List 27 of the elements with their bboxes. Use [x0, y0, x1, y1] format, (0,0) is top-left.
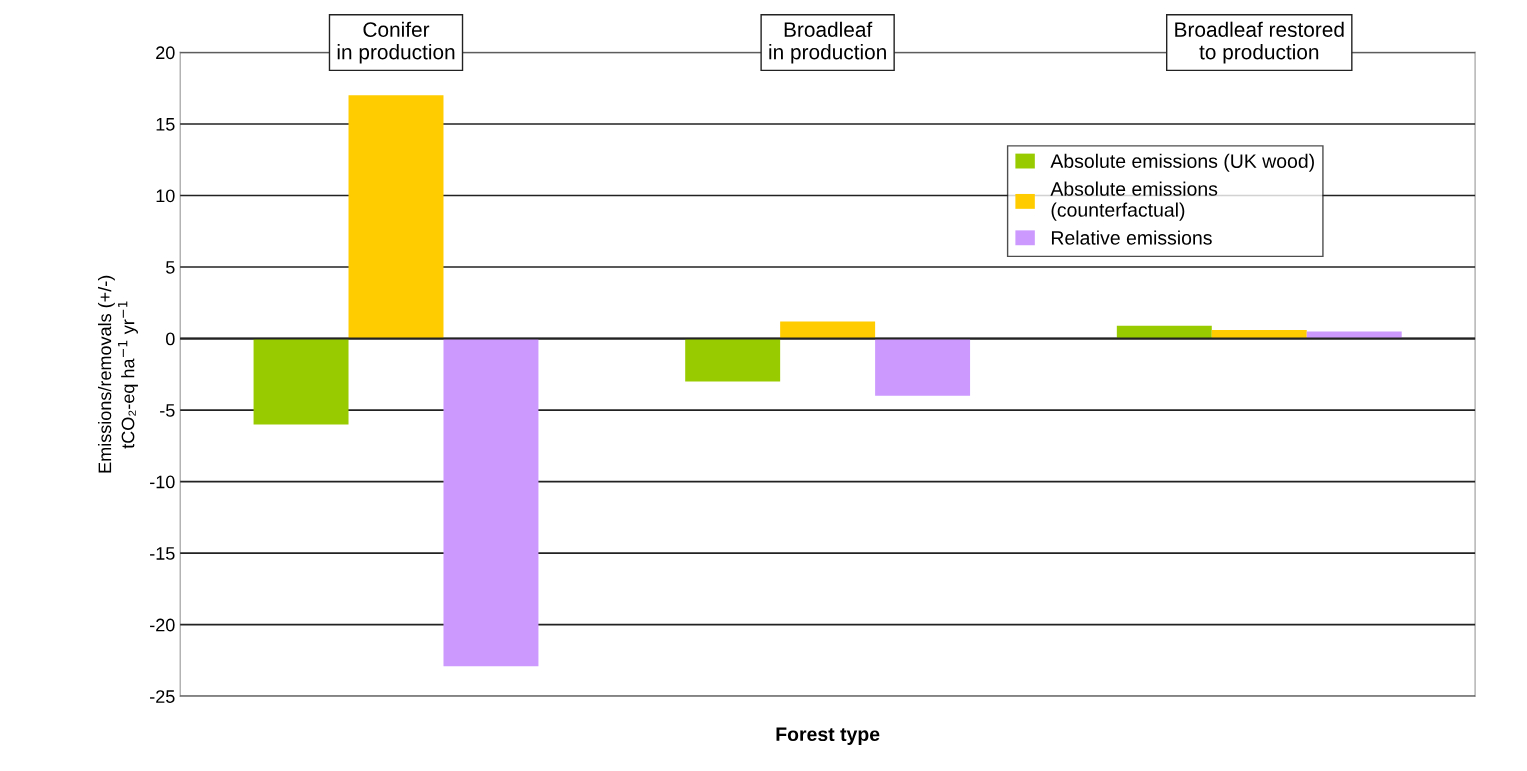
y-tick-label: -25	[150, 690, 175, 703]
bar	[685, 338, 781, 382]
x-axis-title: Forest type	[776, 727, 880, 745]
y-tick-label: 15	[156, 118, 175, 131]
y-tick-label: -20	[150, 618, 175, 632]
y-axis-title: Emissions/removals (+/-) tCO₂-eq ha$^{−1}$ yr$^{−1}$	[98, 275, 138, 473]
bar	[443, 338, 539, 667]
y-tick-label: -15	[150, 547, 175, 560]
y-tick-label: 10	[156, 189, 175, 203]
bar	[253, 338, 349, 425]
y-tick-label: 20	[156, 46, 175, 60]
bar	[780, 321, 876, 339]
x-tick-label: Conifer in production	[337, 21, 455, 64]
legend-label: Relative emissions	[1051, 230, 1212, 245]
y-tick-label: -10	[150, 475, 175, 489]
bar	[875, 338, 971, 396]
y-tick-label: 5	[166, 261, 175, 274]
y-tick-label: 0	[165, 332, 175, 346]
y-tick-label: -5	[160, 404, 175, 417]
legend-label: Absolute emissions (UK wood)	[1050, 153, 1314, 172]
bar	[1306, 331, 1402, 339]
legend-label: Absolute emissions (counterfactual)	[1050, 181, 1218, 221]
bar	[1211, 329, 1307, 339]
bar	[1116, 325, 1212, 339]
bar	[348, 95, 444, 339]
x-tick-label: Broadleaf restored to production	[1175, 21, 1344, 64]
x-tick-label: Broadleaf in production	[769, 21, 886, 64]
